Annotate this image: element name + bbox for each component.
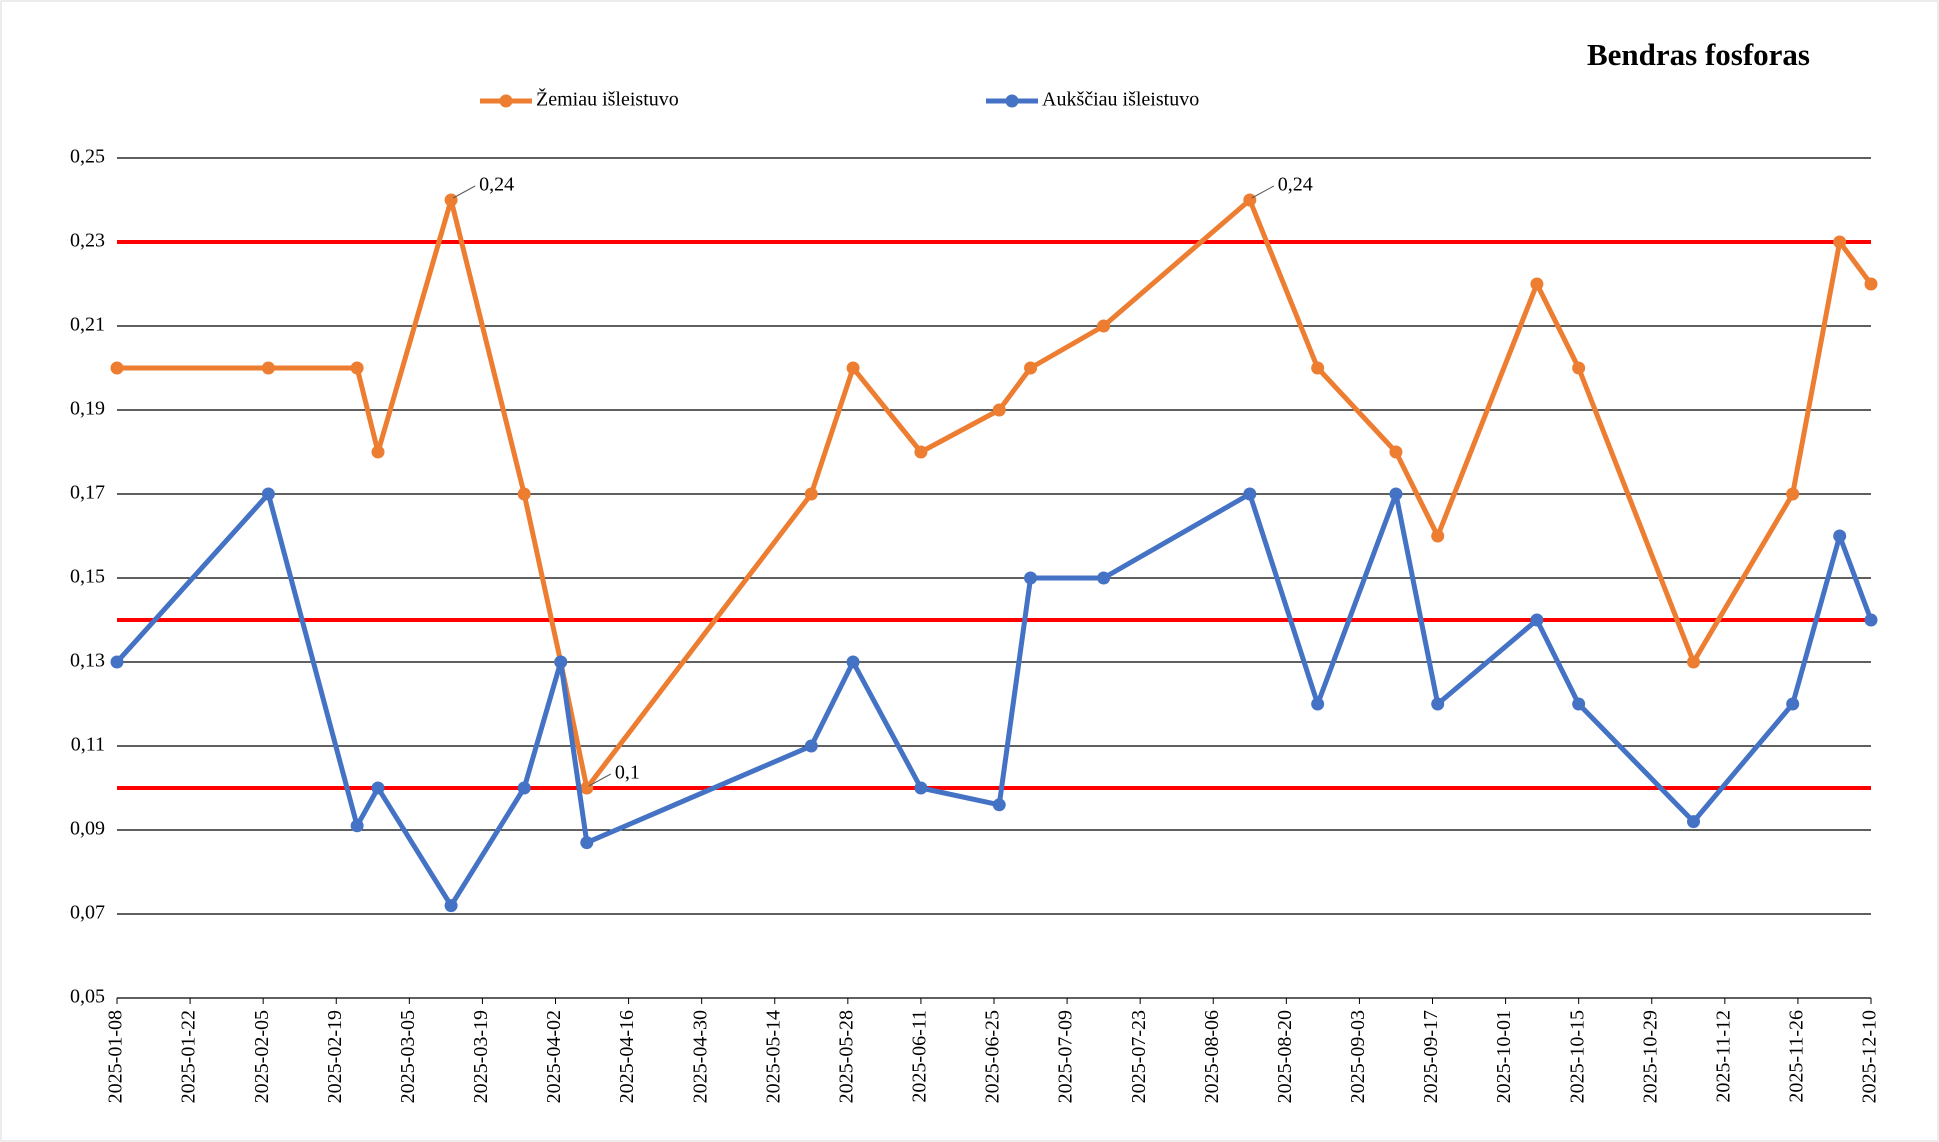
x-tick-label: 2025-05-14 — [762, 1010, 784, 1103]
legend-label: Aukščiau išleistuvo — [1042, 89, 1199, 111]
x-tick-label: 2025-10-29 — [1639, 1010, 1661, 1103]
x-tick-label: 2025-02-05 — [251, 1010, 273, 1103]
x-tick-label: 2025-06-11 — [909, 1010, 931, 1103]
x-tick-label: 2025-05-28 — [835, 1010, 857, 1103]
data-label: 0,24 — [479, 174, 514, 196]
series-point — [350, 819, 364, 833]
series-point — [1389, 487, 1403, 501]
x-tick-label: 2025-01-08 — [105, 1010, 127, 1103]
x-tick-label: 2025-04-16 — [616, 1010, 638, 1103]
y-tick-label: 0,25 — [70, 146, 105, 168]
series-point — [1572, 361, 1586, 375]
x-tick-label: 2025-02-19 — [324, 1010, 346, 1103]
label-leader — [1251, 185, 1275, 199]
series-point — [110, 361, 124, 375]
series-point — [261, 361, 275, 375]
series-point — [1864, 613, 1878, 627]
legend-label: Žemiau išleistuvo — [536, 88, 679, 111]
series-point — [1687, 815, 1701, 829]
y-tick-label: 0,13 — [70, 650, 105, 672]
y-tick-label: 0,09 — [70, 818, 105, 840]
x-tick-label: 2025-04-30 — [689, 1010, 711, 1103]
y-tick-label: 0,07 — [70, 902, 105, 924]
x-tick-label: 2025-08-06 — [1201, 1010, 1223, 1103]
label-leader — [588, 773, 612, 787]
x-tick-label: 2025-10-01 — [1493, 1010, 1515, 1103]
series-point — [1311, 361, 1325, 375]
series-point — [804, 487, 818, 501]
series-line — [115, 491, 1874, 909]
series-point — [804, 739, 818, 753]
series-point — [1024, 361, 1038, 375]
series-point — [444, 899, 458, 913]
chart-title: Bendras fosforas — [1587, 37, 1810, 72]
series-point — [1097, 319, 1111, 333]
series-point — [846, 361, 860, 375]
series-point — [1389, 445, 1403, 459]
series-point — [1243, 487, 1257, 501]
x-tick-label: 2025-09-17 — [1420, 1010, 1442, 1103]
series-point — [554, 655, 568, 669]
y-tick-label: 0,11 — [71, 734, 105, 756]
series-point — [110, 655, 124, 669]
x-tick-label: 2025-04-02 — [543, 1010, 565, 1103]
x-tick-label: 2025-03-19 — [470, 1010, 492, 1103]
y-tick-label: 0,19 — [70, 398, 105, 420]
x-tick-label: 2025-09-03 — [1347, 1010, 1369, 1103]
series-point — [914, 445, 928, 459]
series-point — [517, 487, 531, 501]
legend-marker — [1005, 94, 1019, 108]
series-point — [444, 193, 458, 207]
series-point — [371, 781, 385, 795]
x-tick-label: 2025-07-09 — [1055, 1010, 1077, 1103]
y-tick-label: 0,21 — [70, 314, 105, 336]
series-line — [117, 197, 1874, 791]
legend-marker — [499, 94, 513, 108]
x-tick-label: 2025-08-20 — [1274, 1010, 1296, 1103]
label-leader — [452, 185, 476, 199]
x-tick-label: 2025-11-12 — [1712, 1010, 1734, 1103]
x-tick-label: 2025-03-05 — [397, 1010, 419, 1103]
series-point — [350, 361, 364, 375]
series-point — [371, 445, 385, 459]
series-point — [992, 403, 1006, 417]
series-point — [1243, 193, 1257, 207]
series-point — [1687, 655, 1701, 669]
series-point — [1097, 571, 1111, 585]
y-tick-label: 0,05 — [70, 986, 105, 1008]
series-point — [1786, 487, 1800, 501]
x-tick-label: 2025-06-25 — [982, 1010, 1004, 1103]
series-point — [1431, 697, 1445, 711]
y-tick-label: 0,15 — [70, 566, 105, 588]
series-point — [1833, 235, 1847, 249]
series-point — [914, 781, 928, 795]
x-tick-label: 2025-07-23 — [1128, 1010, 1150, 1103]
series-point — [1786, 697, 1800, 711]
x-tick-label: 2025-11-26 — [1786, 1010, 1808, 1103]
x-tick-label: 2025-01-22 — [178, 1010, 200, 1103]
series-point — [1311, 697, 1325, 711]
series-point — [1431, 529, 1445, 543]
y-tick-label: 0,23 — [70, 230, 105, 252]
series-point — [846, 655, 860, 669]
data-label: 0,24 — [1278, 174, 1313, 196]
series-point — [1864, 277, 1878, 291]
x-tick-label: 2025-10-15 — [1566, 1010, 1588, 1103]
series-point — [992, 798, 1006, 812]
series-point — [1572, 697, 1586, 711]
data-label: 0,1 — [615, 762, 640, 784]
series-point — [580, 781, 594, 795]
x-tick-label: 2025-12-10 — [1859, 1010, 1881, 1103]
series-point — [580, 836, 594, 850]
series-point — [261, 487, 275, 501]
series-point — [517, 781, 531, 795]
series-point — [1024, 571, 1038, 585]
y-tick-label: 0,17 — [70, 482, 105, 504]
series-point — [1530, 613, 1544, 627]
series-point — [1833, 529, 1847, 543]
series-point — [1530, 277, 1544, 291]
